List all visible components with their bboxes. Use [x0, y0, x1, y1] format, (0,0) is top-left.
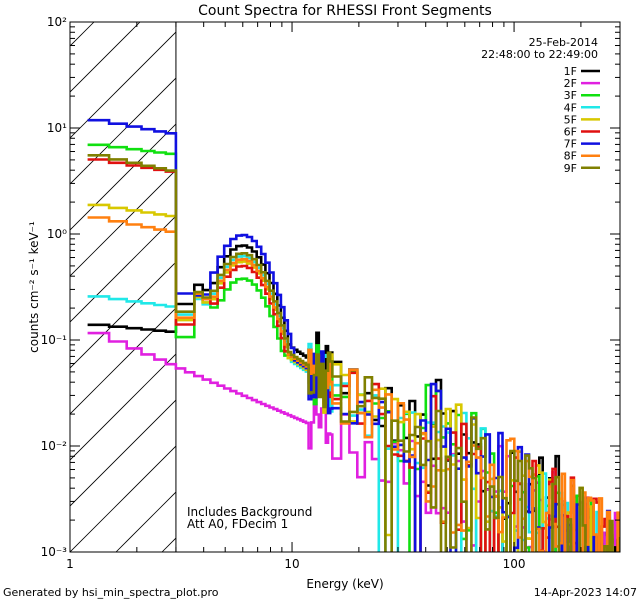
- legend-label-1f: 1F: [564, 65, 577, 78]
- hatch-line: [70, 399, 176, 507]
- y-tick-label: 10⁻¹: [41, 333, 68, 347]
- y-tick-label: 10⁻²: [41, 439, 68, 453]
- legend-label-4f: 4F: [564, 101, 577, 114]
- x-tick-label: 10: [284, 557, 299, 571]
- legend-label-7f: 7F: [564, 138, 577, 151]
- plot-frame: [69, 21, 621, 553]
- annotation-background: Includes Background: [187, 505, 312, 519]
- y-axis-label: counts cm⁻² s⁻¹ keV⁻¹: [27, 221, 41, 353]
- footer-timestamp: 14-Apr-2023 14:07: [534, 586, 637, 599]
- y-tick-label: 10⁰: [47, 227, 67, 241]
- series-line-7f: [87, 118, 612, 552]
- y-tick-label: 10⁻³: [41, 545, 68, 559]
- x-tick-label: 100: [503, 557, 526, 571]
- series-line-2f: [87, 331, 620, 552]
- hatch-line: [70, 215, 176, 323]
- legend-label-5f: 5F: [564, 113, 577, 126]
- series-group: [87, 118, 620, 552]
- hatch-line: [70, 77, 176, 185]
- time-range-label: 22:48:00 to 22:49:00: [481, 48, 598, 61]
- hatch-line: [70, 445, 176, 552]
- hatch-line: [70, 31, 176, 139]
- x-tick-label: 1: [66, 557, 74, 571]
- legend-label-9f: 9F: [564, 162, 577, 175]
- legend-label-2f: 2F: [564, 77, 577, 90]
- chart-title: Count Spectra for RHESSI Front Segments: [198, 3, 492, 19]
- y-tick-label: 10¹: [47, 121, 67, 135]
- date-label: 25-Feb-2014: [529, 36, 598, 49]
- footer-generated-by: Generated by hsi_min_spectra_plot.pro: [3, 586, 219, 599]
- hatch-line: [70, 261, 176, 369]
- x-axis-label: Energy (keV): [306, 577, 383, 591]
- annotation-attenuator: Att A0, FDecim 1: [187, 517, 288, 531]
- legend-label-8f: 8F: [564, 150, 577, 163]
- y-tick-label: 10²: [47, 15, 67, 29]
- series-line-9f: [87, 154, 620, 552]
- legend-label-6f: 6F: [564, 126, 577, 139]
- legend-label-3f: 3F: [564, 89, 577, 102]
- axes: 1 10 100 10⁻³ 10⁻² 10⁻¹ 10⁰ 10¹ 10²: [41, 15, 621, 571]
